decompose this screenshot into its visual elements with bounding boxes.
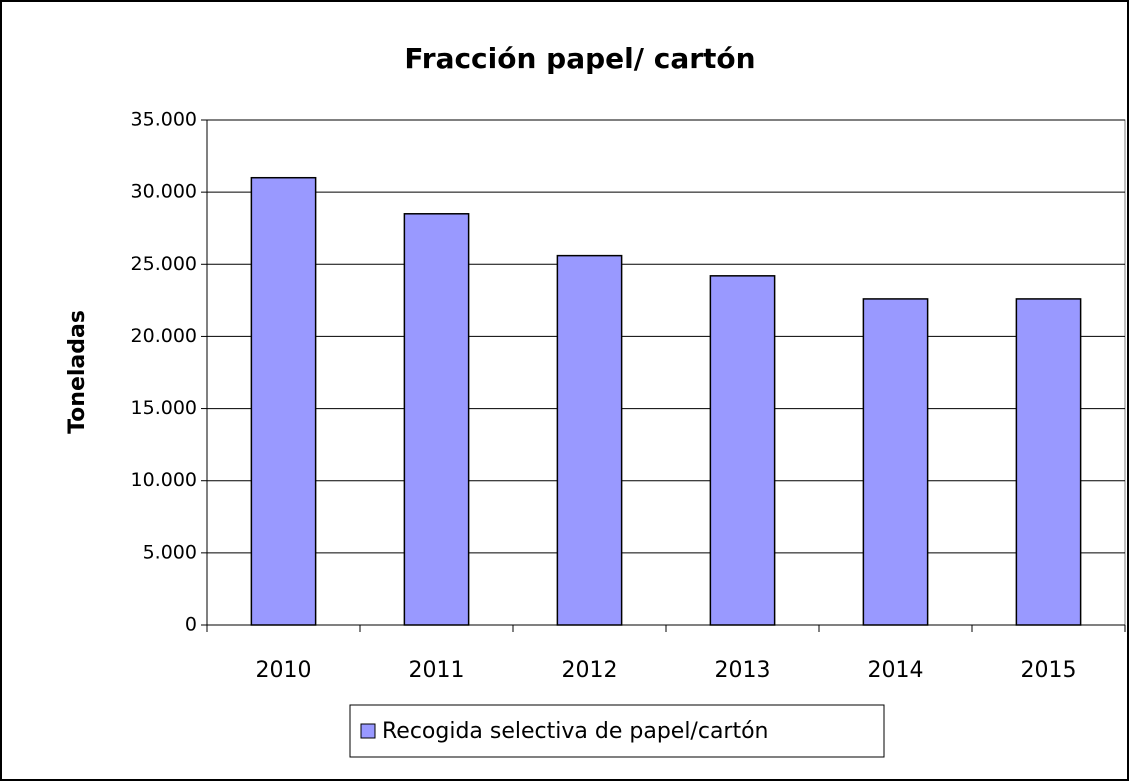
bar <box>403 213 470 626</box>
chart-title: Fracción papel/ cartón <box>404 42 755 75</box>
x-tick-label: 2015 <box>1021 658 1077 683</box>
y-tick-label: 5.000 <box>143 541 197 563</box>
bar <box>556 254 623 626</box>
y-tick-label: 0 <box>185 614 197 636</box>
y-tick-label: 30.000 <box>131 181 197 203</box>
y-tick-label: 20.000 <box>131 325 197 347</box>
legend-label: Recogida selectiva de papel/cartón <box>382 719 769 744</box>
y-axis-title: Toneladas <box>65 310 90 434</box>
bar <box>1015 298 1082 626</box>
y-tick-label: 35.000 <box>131 109 197 131</box>
x-tick-label: 2011 <box>409 658 465 683</box>
bar <box>862 298 929 626</box>
x-tick-label: 2013 <box>715 658 771 683</box>
bar <box>250 176 317 626</box>
bar <box>709 275 776 626</box>
legend-box <box>349 704 885 758</box>
y-tick-label: 15.000 <box>131 397 197 419</box>
legend-swatch <box>360 723 376 739</box>
plot-area <box>206 119 1126 626</box>
y-tick-label: 10.000 <box>131 469 197 491</box>
x-tick-label: 2012 <box>562 658 618 683</box>
x-tick-label: 2010 <box>256 658 312 683</box>
y-tick-label: 25.000 <box>131 253 197 275</box>
x-tick-label: 2014 <box>868 658 924 683</box>
